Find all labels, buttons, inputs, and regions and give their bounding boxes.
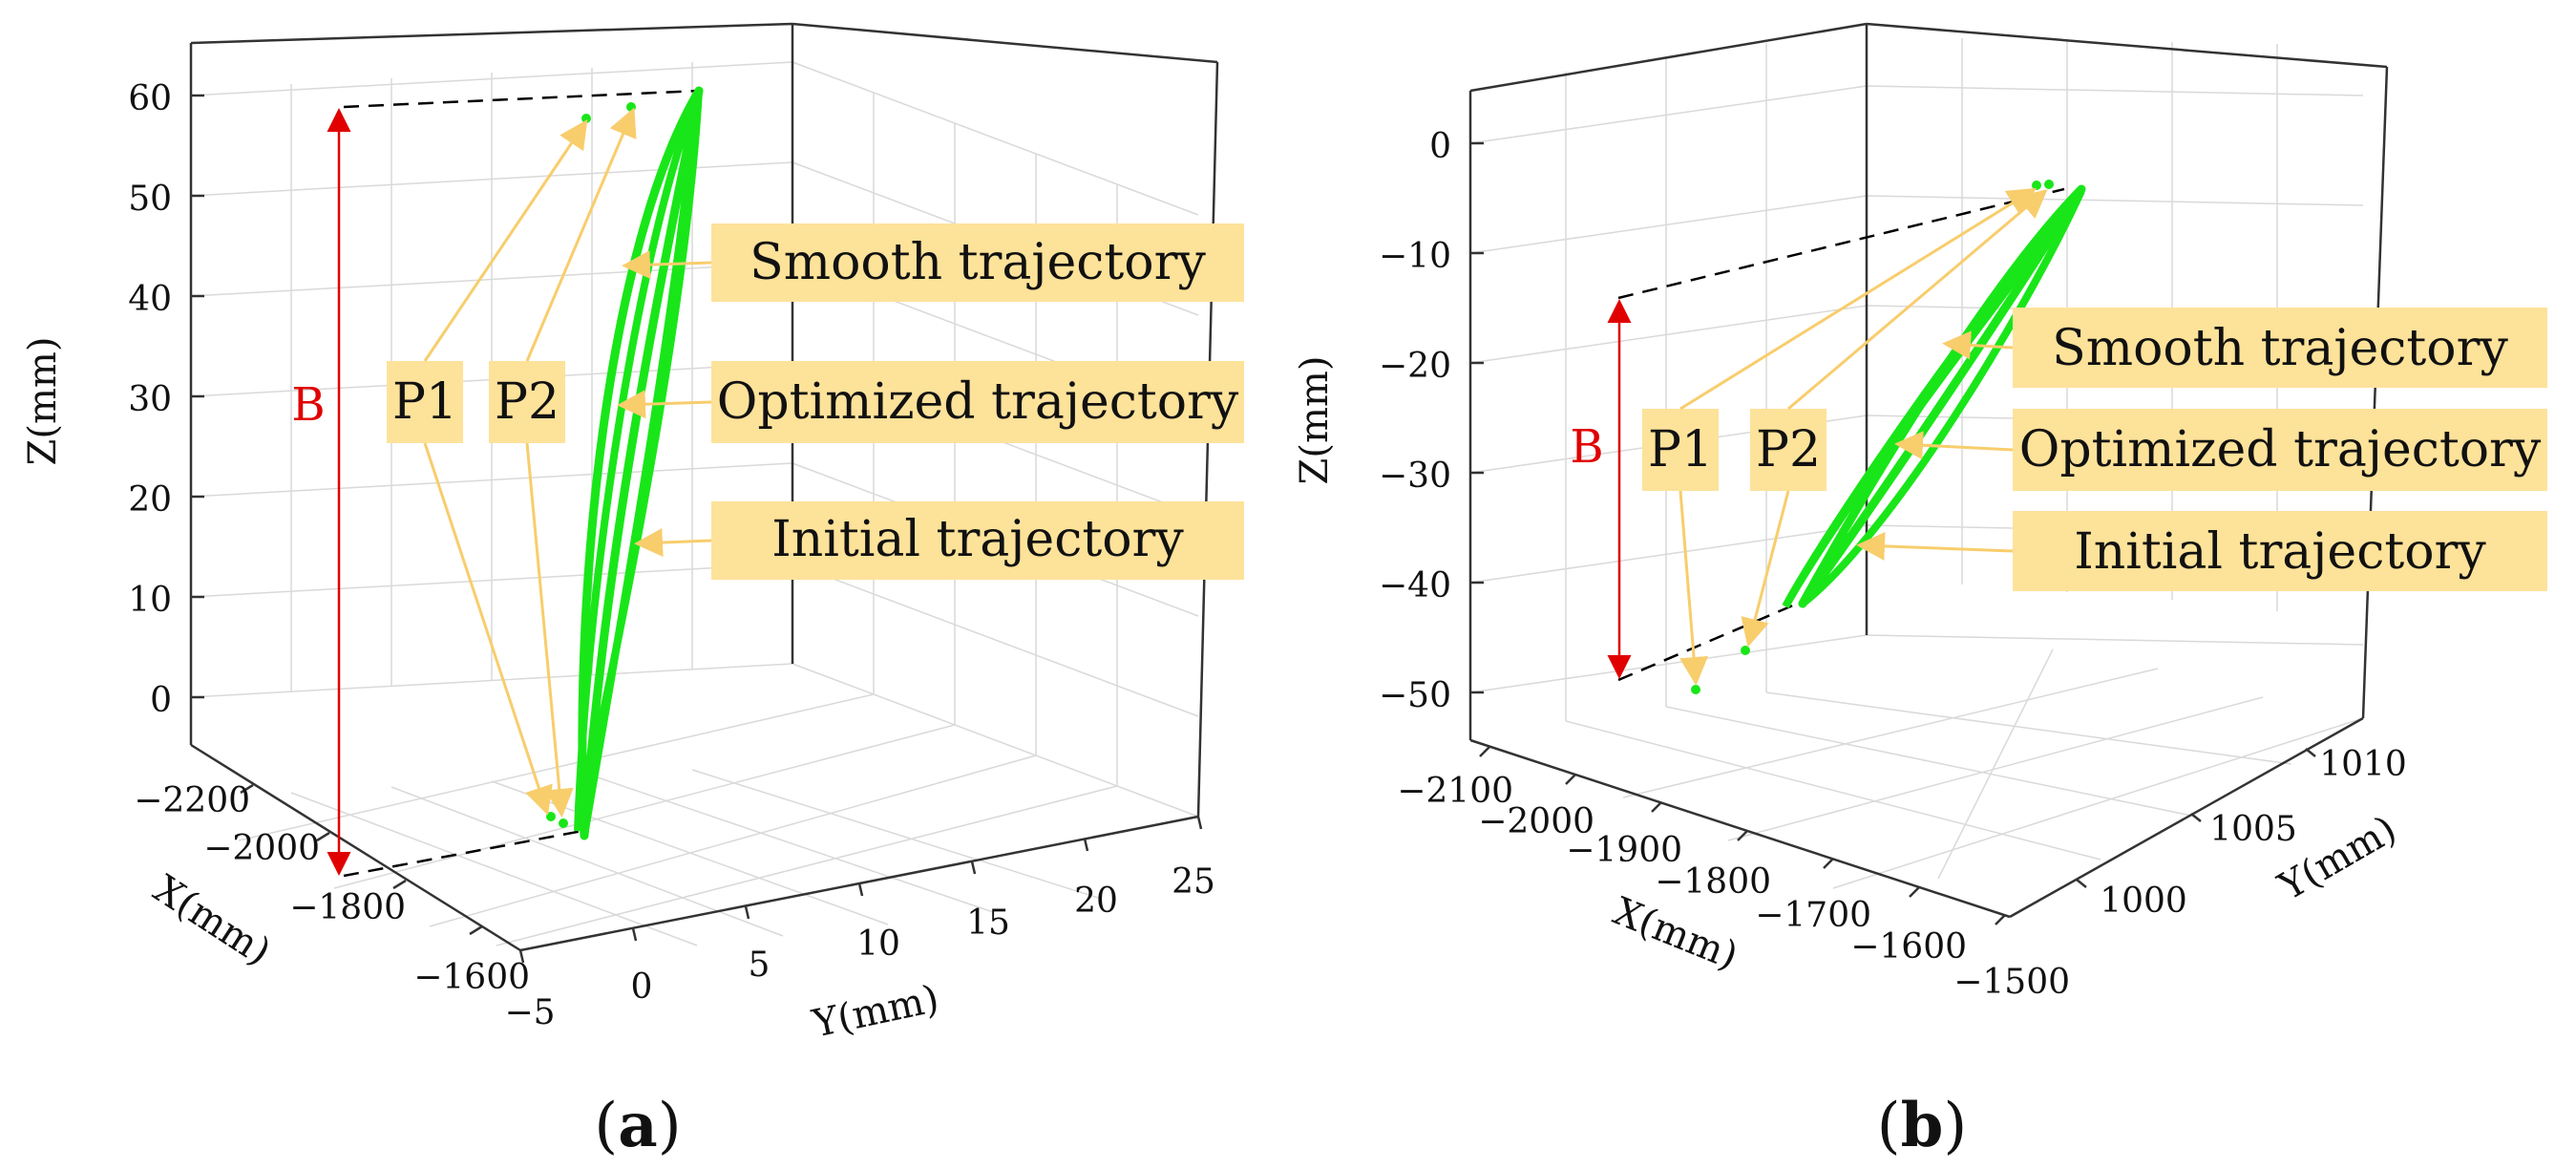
y-tick-label: 10 (856, 925, 900, 964)
callout-box-p2 (489, 361, 565, 443)
callout-box-p2 (1750, 409, 1826, 491)
legend-box-smooth (2013, 308, 2547, 388)
x-tick-label: −2100 (1397, 772, 1513, 811)
x-tick-label: −1600 (1850, 927, 1967, 967)
z-tick-label: 40 (128, 280, 172, 319)
y-tick-label: 1000 (2100, 882, 2187, 921)
z-tick-label: −40 (1379, 566, 1451, 606)
caption-b: (b) (1877, 1090, 1968, 1161)
x-tick-label: −1800 (1655, 862, 1771, 902)
axes-box-b (1468, 22, 2389, 919)
y-ticks-a (518, 816, 1203, 964)
legend-box-smooth (711, 223, 1244, 302)
z-axis-label: Z(mm) (21, 337, 65, 466)
x-tick-label: −1500 (1953, 963, 2070, 1002)
x-tick-label: −2200 (134, 781, 250, 820)
z-tick-label: 50 (128, 180, 172, 219)
y-ticks-b (2076, 748, 2316, 888)
axes-box-a (189, 22, 1219, 952)
z-tick-label: −20 (1379, 347, 1451, 386)
x-tick-label: −2000 (203, 829, 320, 868)
legend-label-initial: Initial trajectory (2074, 523, 2486, 581)
dashed-top-b (1617, 187, 2065, 300)
point-p1-bottom-a (546, 812, 556, 821)
callout-box-p1 (1642, 409, 1719, 491)
caption-a: (a) (594, 1090, 681, 1161)
distance-b-label: B (291, 378, 325, 432)
z-tick-label: 10 (128, 581, 172, 620)
x-tick-label: −1900 (1566, 831, 1682, 870)
x-tick-label: −1700 (1755, 896, 1871, 935)
x-axis-label: X(mm) (1607, 889, 1743, 978)
y-tick-label: −5 (504, 993, 555, 1032)
legend-label-smooth: Smooth trajectory (750, 234, 1206, 291)
z-tick-label: 20 (128, 480, 172, 520)
z-tick-label: 0 (1429, 127, 1451, 166)
callout-p2-label: P2 (495, 373, 560, 431)
legend-box-optimized (711, 361, 1244, 443)
y-tick-label: 25 (1172, 862, 1215, 902)
legend-label-smooth: Smooth trajectory (2052, 320, 2508, 377)
legend-box-initial (2013, 511, 2547, 591)
z-tick-label: −30 (1379, 457, 1451, 496)
point-p1-top-b (2032, 181, 2041, 190)
y-tick-label: 1005 (2209, 810, 2297, 849)
point-p1-bottom-b (1691, 685, 1700, 694)
legend-label-optimized: Optimized trajectory (717, 373, 1239, 431)
x-axis-label: X(mm) (146, 867, 279, 974)
trajectory-smooth-b (1798, 184, 2086, 608)
legend-box-initial (711, 501, 1244, 580)
y-tick-label: 1010 (2319, 745, 2407, 784)
z-tick-label: −50 (1379, 676, 1451, 715)
legend-label-initial: Initial trajectory (771, 511, 1184, 568)
z-ticks-a (191, 94, 204, 699)
x-ticks-a (240, 783, 483, 936)
z-axis-label: Z(mm) (1293, 356, 1337, 485)
point-p1-top-a (581, 114, 591, 123)
y-axis-label: Y(mm) (808, 977, 942, 1047)
y-tick-label: 0 (631, 967, 653, 1007)
point-p2-bottom-b (1741, 646, 1750, 655)
z-ticks-b (1470, 141, 1484, 694)
legend-label-optimized: Optimized trajectory (2019, 421, 2542, 478)
point-p2-top-a (626, 102, 636, 112)
dashed-bottom-a (343, 829, 583, 878)
trajectory-initial-a (581, 93, 701, 837)
distance-b-label: B (1570, 420, 1603, 474)
dashed-top-a (343, 89, 700, 109)
x-tick-label: −2000 (1478, 802, 1594, 841)
legend-box-optimized (2013, 409, 2547, 491)
x-ticks-b (1479, 746, 2006, 925)
callout-p1-label: P1 (392, 373, 457, 431)
z-tick-label: −10 (1379, 237, 1451, 276)
callout-arrows-b (1679, 187, 2048, 686)
callout-arrows-a (423, 107, 712, 818)
point-p2-top-b (2044, 180, 2054, 189)
point-p2-bottom-a (559, 818, 568, 828)
x-tick-label: −1600 (413, 958, 530, 997)
z-tick-label: 0 (150, 681, 172, 720)
y-tick-label: 5 (749, 946, 771, 985)
callout-p2-label: P2 (1756, 421, 1821, 478)
y-tick-label: 20 (1074, 882, 1118, 921)
panel-b: 0 −10 −20 −30 −40 −50 Z(mm) −2100 −2000 … (1293, 22, 2547, 1161)
dashed-bottom-b (1617, 603, 1796, 682)
callout-p1-label: P1 (1648, 421, 1713, 478)
trajectory-initial-b (1800, 189, 2085, 607)
z-tick-label: 30 (128, 380, 172, 419)
panel-a: 0 10 20 30 40 50 60 Z(mm) −2200 −2000 −1… (21, 22, 1244, 1161)
z-tick-label: 60 (128, 79, 172, 118)
x-tick-label: −1800 (289, 888, 406, 927)
y-tick-label: 15 (966, 903, 1010, 943)
callout-box-p1 (387, 361, 463, 443)
